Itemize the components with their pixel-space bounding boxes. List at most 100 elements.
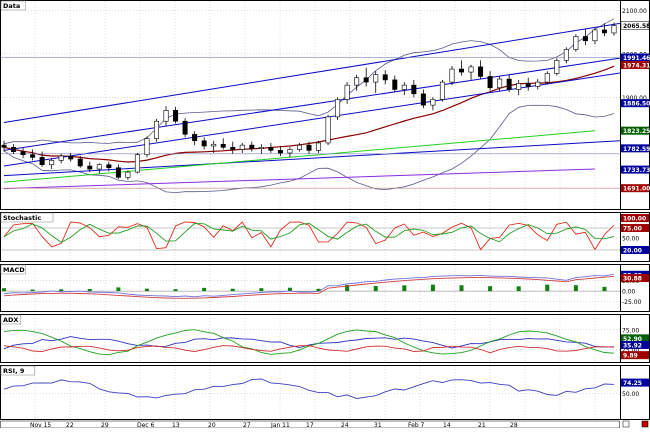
candle-body — [459, 69, 463, 72]
macd-histogram-bar — [88, 289, 92, 291]
candle-body — [278, 150, 282, 153]
panel-title-text: MACD — [3, 266, 25, 274]
price-badge: 35.92 — [621, 341, 649, 350]
candle-body — [154, 121, 158, 138]
panel-border — [1, 213, 650, 262]
candle-body — [507, 79, 511, 89]
price-badge-text: 20.00 — [623, 248, 642, 255]
candle-body — [240, 145, 244, 149]
x-tick-label: Jan 11 — [270, 422, 290, 428]
panel-price: 2100.002000.001900.00Data2065.581991.461… — [1, 0, 650, 210]
price-badge: 1991.46 — [621, 54, 650, 63]
y-tick-label: 0.00 — [622, 289, 636, 296]
candle-body — [21, 152, 25, 155]
macd-histogram-bar — [116, 287, 120, 291]
price-badge: 1733.73 — [621, 166, 650, 175]
candle-body — [526, 83, 530, 86]
candle-body — [297, 145, 301, 149]
price-badge-text: 30.88 — [623, 276, 642, 283]
candle-body — [412, 85, 416, 94]
panel-title: RSI, 9 — [1, 366, 35, 375]
candle-body — [374, 75, 378, 82]
candle-body — [59, 156, 63, 160]
candle-body — [259, 147, 263, 148]
candle-body — [173, 110, 177, 121]
price-badge-text: 1823.25 — [623, 128, 650, 135]
macd-histogram-bar — [145, 289, 149, 291]
scroll-left-button[interactable] — [623, 421, 629, 427]
candle-body — [250, 145, 254, 148]
price-badge: 74.25 — [621, 379, 649, 388]
candle-body — [211, 144, 215, 146]
candle-body — [30, 155, 34, 158]
candle-body — [307, 145, 311, 150]
candle-body — [69, 156, 73, 159]
candle-body — [335, 99, 339, 116]
price-badge: 1886.50 — [621, 99, 650, 108]
candle-body — [402, 85, 406, 89]
price-badge-text: 75.00 — [623, 226, 642, 233]
price-badge-text: 1733.73 — [623, 167, 650, 174]
macd-histogram-bar — [488, 286, 492, 291]
candle-body — [40, 157, 44, 164]
candle-body — [164, 110, 168, 121]
candle-body — [469, 67, 473, 72]
panel-title-text: Data — [3, 2, 20, 10]
candle-body — [145, 139, 149, 155]
candle-body — [231, 147, 235, 149]
price-badge-text: 1782.59 — [623, 146, 650, 153]
panel-title-text: RSI, 9 — [3, 367, 25, 375]
candle-body — [383, 75, 387, 80]
macd-histogram-bar — [202, 288, 206, 291]
x-tick-label: 28 — [510, 422, 518, 428]
macd-histogram-bar — [460, 285, 464, 291]
price-badge-text: 1991.46 — [623, 55, 650, 62]
candle-body — [364, 78, 368, 82]
candle-body — [555, 60, 559, 73]
x-tick-label: 21 — [478, 422, 486, 428]
y-tick-label: 75.00 — [622, 327, 639, 334]
price-badge-text: 1974.31 — [623, 62, 650, 69]
price-badge-text: 1691.00 — [623, 186, 650, 193]
candle-body — [326, 117, 330, 143]
candle-body — [183, 121, 187, 134]
y-tick-label: 50.00 — [622, 391, 639, 398]
scroll-right-button[interactable] — [642, 421, 648, 427]
candle-body — [440, 82, 444, 99]
panel-title-text: ADX — [3, 316, 18, 324]
x-tick-label: Dec 6 — [137, 422, 155, 428]
candle-body — [2, 145, 6, 147]
x-tick-label: 24 — [341, 422, 349, 428]
candle-body — [574, 36, 578, 49]
candle-body — [88, 166, 92, 169]
candle-body — [354, 78, 358, 85]
candle-body — [536, 82, 540, 86]
candle-body — [202, 141, 206, 146]
macd-histogram-bar — [231, 289, 235, 291]
candle-body — [126, 172, 130, 177]
candle-body — [488, 76, 492, 87]
price-badge-text: 9.89 — [623, 353, 638, 360]
candle-body — [593, 30, 597, 41]
price-badge: 1974.31 — [621, 61, 650, 70]
price-badge: 1691.00 — [621, 184, 650, 193]
price-badge-text: 2065.58 — [623, 23, 650, 30]
candle-body — [97, 165, 101, 169]
candle-body — [221, 144, 225, 147]
macd-histogram-bar — [259, 288, 263, 291]
candle-body — [450, 69, 454, 82]
panel-title: ADX — [1, 315, 21, 324]
x-tick-label: 17 — [306, 422, 314, 428]
price-badge: 30.88 — [621, 274, 649, 283]
price-badge-text: 74.25 — [623, 380, 642, 387]
candle-body — [269, 147, 273, 150]
candle-body — [316, 143, 320, 150]
panel-title: Stochastic — [1, 213, 53, 222]
candle-body — [288, 149, 292, 152]
candle-body — [478, 67, 482, 77]
candle-body — [602, 30, 606, 33]
